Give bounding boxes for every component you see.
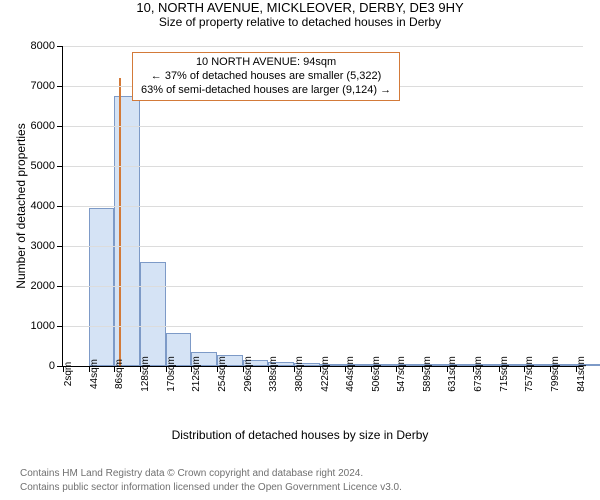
gridline [63, 246, 583, 247]
gridline [63, 46, 583, 47]
footer-attribution: Contains HM Land Registry data © Crown c… [20, 467, 402, 494]
histogram-bar [89, 208, 115, 366]
y-tick-label: 4000 [31, 200, 55, 212]
x-tick-label: 380sqm [294, 356, 305, 392]
histogram-chart: 10, NORTH AVENUE, MICKLEOVER, DERBY, DE3… [0, 0, 600, 500]
gridline [63, 206, 583, 207]
x-tick-label: 841sqm [576, 356, 587, 392]
x-tick-label: 631sqm [447, 356, 458, 392]
x-tick-label: 464sqm [345, 356, 356, 392]
x-tick-label: 254sqm [217, 356, 228, 392]
y-tick-label: 2000 [31, 280, 55, 292]
x-tick-label: 86sqm [114, 359, 125, 389]
x-tick-label: 715sqm [499, 356, 510, 392]
x-tick-label: 170sqm [166, 356, 177, 392]
y-tick [57, 86, 63, 87]
annotation-line-1: 10 NORTH AVENUE: 94sqm [141, 56, 391, 70]
y-tick-label: 5000 [31, 160, 55, 172]
y-tick [57, 326, 63, 327]
y-tick [57, 46, 63, 47]
y-tick-label: 0 [49, 360, 55, 372]
chart-title: 10, NORTH AVENUE, MICKLEOVER, DERBY, DE3… [0, 0, 600, 15]
annotation-line-3: 63% of semi-detached houses are larger (… [141, 84, 391, 98]
y-tick [57, 166, 63, 167]
x-tick-label: 422sqm [320, 356, 331, 392]
y-tick-label: 7000 [31, 80, 55, 92]
y-axis-label: Number of detached properties [14, 123, 28, 288]
x-tick-label: 338sqm [268, 356, 279, 392]
gridline [63, 326, 583, 327]
gridline [63, 286, 583, 287]
y-tick [57, 126, 63, 127]
x-tick-label: 44sqm [89, 359, 100, 389]
x-tick-label: 547sqm [396, 356, 407, 392]
y-tick [57, 246, 63, 247]
x-tick-label: 799sqm [550, 356, 561, 392]
chart-subtitle: Size of property relative to detached ho… [0, 15, 600, 29]
y-tick-label: 1000 [31, 320, 55, 332]
property-marker-line [119, 78, 121, 366]
gridline [63, 126, 583, 127]
y-tick-label: 3000 [31, 240, 55, 252]
histogram-bar [140, 262, 166, 366]
x-tick-label: 212sqm [191, 356, 202, 392]
y-tick-label: 8000 [31, 40, 55, 52]
x-tick-label: 296sqm [243, 356, 254, 392]
footer-line-2: Contains public sector information licen… [20, 481, 402, 495]
y-tick-label: 6000 [31, 120, 55, 132]
x-tick-label: 757sqm [524, 356, 535, 392]
y-tick [57, 206, 63, 207]
x-tick-label: 506sqm [371, 356, 382, 392]
gridline [63, 166, 583, 167]
annotation-line-2: ← 37% of detached houses are smaller (5,… [141, 70, 391, 84]
x-axis-label: Distribution of detached houses by size … [0, 428, 600, 442]
annotation-box: 10 NORTH AVENUE: 94sqm ← 37% of detached… [132, 52, 400, 101]
y-tick [57, 286, 63, 287]
footer-line-1: Contains HM Land Registry data © Crown c… [20, 467, 402, 481]
x-tick-label: 673sqm [473, 356, 484, 392]
x-tick-label: 128sqm [140, 356, 151, 392]
x-tick-label: 589sqm [422, 356, 433, 392]
x-tick-label: 2sqm [63, 362, 74, 386]
